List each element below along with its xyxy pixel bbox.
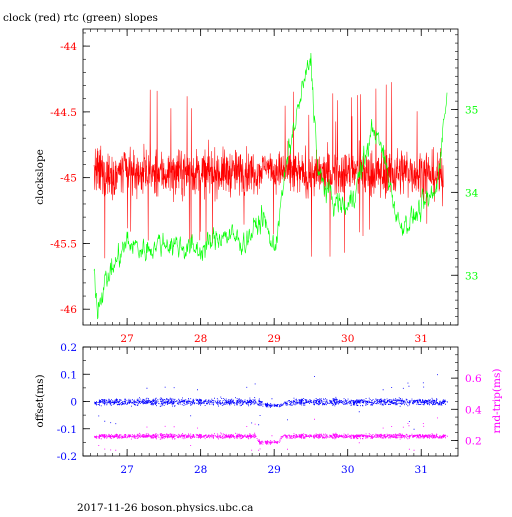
bottom-right-tick-label: 0.2 [465,435,482,447]
bottom-left-tick-label: 0.1 [60,369,77,381]
top-x-tick-label: 30 [341,333,354,345]
top-left-tick-label: -44.5 [50,107,77,119]
top-series-green-line [93,52,448,320]
top-series-red-line [93,82,444,259]
top-right-tick-label: 33 [465,270,478,282]
bottom-left-tick-label: -0.1 [57,424,77,436]
chart-title: clock (red) rtc (green) slopes [3,12,158,24]
top-left-tick-label: -45 [60,173,77,185]
top-left-axis-label: clockslope [34,149,46,205]
bottom-series-blue-points [94,374,448,430]
bottom-x-tick-label: 29 [267,464,280,476]
top-series-layer [93,52,448,320]
bottom-right-axis-label: rnd-trip(ms) [491,369,503,434]
bottom-x-tick-label: 30 [341,464,354,476]
bottom-left-tick-label: 0 [70,397,77,409]
top-x-tick-label: 28 [194,333,207,345]
top-x-tick-label: 31 [415,333,428,345]
bottom-x-tick-label: 27 [120,464,133,476]
top-plot-frame [82,28,459,326]
top-left-tick-label: -44 [60,41,77,53]
top-right-tick-label: 35 [465,104,478,116]
top-left-tick-label: -45.5 [50,238,77,250]
top-left-tick-label: -46 [60,304,77,316]
bottom-panel: 27 28 29 30 31 -0.2 -0.1 0 0.1 0.2 0.2 0.4 0.6 offse… [34,342,503,476]
bottom-series-magenta-points [94,417,448,451]
bottom-left-tick-label: -0.2 [57,451,77,463]
footer-label: 2017-11-26 boson.physics.ubc.ca [77,502,253,512]
bottom-left-axis-label: offset(ms) [34,374,46,427]
top-axes: 27 28 29 30 31 -46 -45.5 -45 -44.5 -44 33 34 35 [50,29,479,345]
top-x-tick-label: 29 [267,333,280,345]
top-right-tick-label: 34 [465,187,479,199]
bottom-right-tick-label: 0.4 [465,404,482,416]
bottom-series-layer [94,374,448,451]
bottom-x-tick-label: 31 [415,464,428,476]
bottom-x-tick-label: 28 [194,464,207,476]
bottom-left-tick-label: 0.2 [60,342,77,354]
top-x-tick-label: 27 [120,333,133,345]
top-panel: 27 28 29 30 31 -46 -45.5 -45 -44.5 -44 33 34 35 cloc… [34,28,479,345]
bottom-axes: 27 28 29 30 31 -0.2 -0.1 0 0.1 0.2 0.2 0.4 0.6 [57,342,482,476]
bottom-right-tick-label: 0.6 [465,373,482,385]
